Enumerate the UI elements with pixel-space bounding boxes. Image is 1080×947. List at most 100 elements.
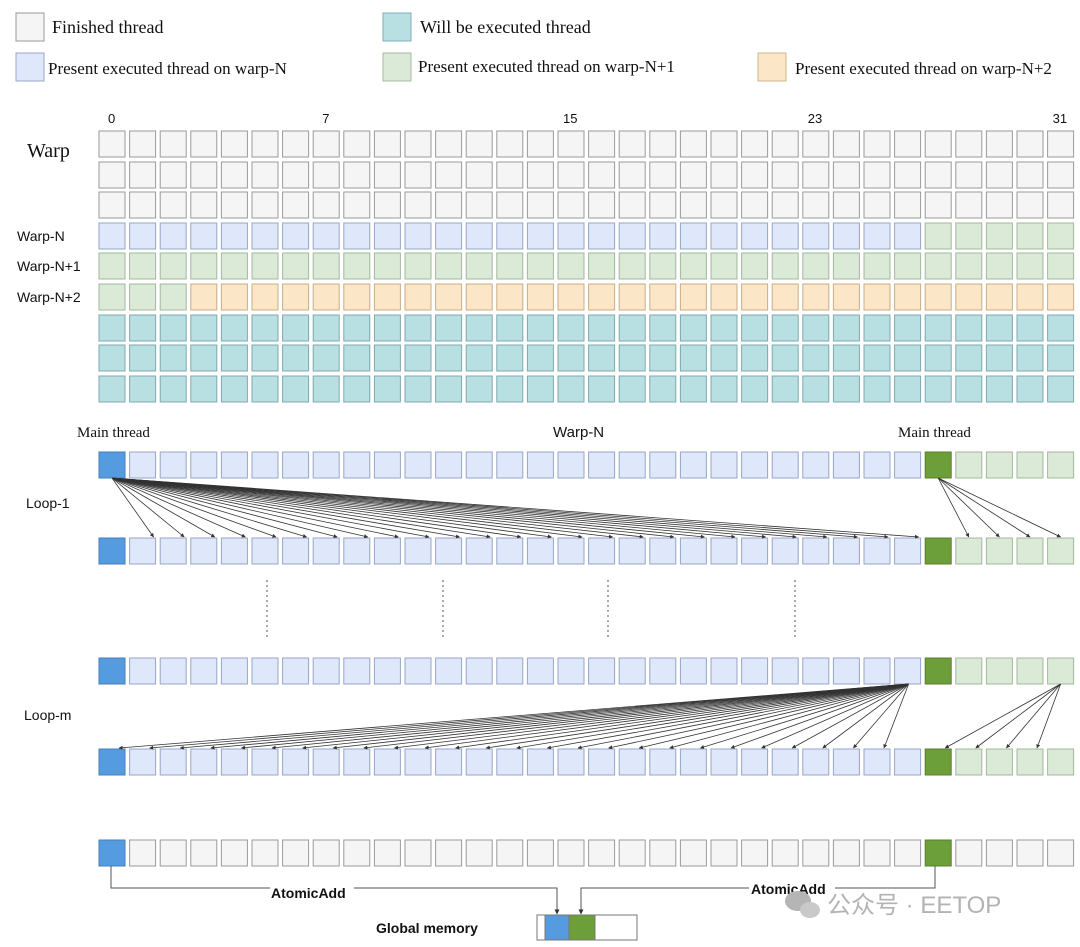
broadcast-arrow: [853, 683, 909, 749]
thread-cell-present-n2: [649, 283, 677, 311]
thread-cell-present-n: [496, 451, 524, 479]
thread-cell-finished: [159, 191, 187, 219]
thread-cell-finished: [129, 130, 157, 158]
thread-cell-finished: [955, 161, 983, 189]
thread-cell-present-n: [496, 537, 524, 565]
atomic-label-left-bg: [270, 884, 354, 902]
thread-cell-finished: [312, 839, 340, 867]
thread-cell-present-n: [649, 657, 677, 685]
thread-cell-will-execute: [190, 344, 218, 372]
broadcast-arrow: [111, 477, 185, 538]
thread-cell-present-n1: [955, 537, 983, 565]
thread-cell-will-execute: [404, 344, 432, 372]
thread-cell-present-n: [159, 657, 187, 685]
thread-cell-finished: [98, 191, 126, 219]
broadcast-arrow: [485, 683, 909, 750]
grid-row: [98, 161, 1075, 189]
thread-cell-will-execute: [802, 375, 830, 403]
index-labels: 0 7 15 23 31: [108, 111, 1067, 126]
thread-cell-present-n2: [618, 283, 646, 311]
thread-cell-will-execute: [649, 375, 677, 403]
thread-cell-present-n2: [404, 283, 432, 311]
thread-cell-present-n1: [588, 252, 616, 280]
thread-cell-present-n: [343, 748, 371, 776]
thread-cell-finished: [985, 191, 1013, 219]
thread-cell-will-execute: [465, 344, 493, 372]
thread-cell-will-execute: [251, 375, 279, 403]
legend-label-finished: Finished thread: [52, 17, 163, 37]
broadcast-arrow: [547, 683, 909, 750]
thread-cell-present-n: [435, 537, 463, 565]
thread-cell-present-n1: [1016, 252, 1044, 280]
thread-cell-present-n1: [190, 252, 218, 280]
thread-cell-present-n: [465, 657, 493, 685]
thread-cell-present-n: [435, 451, 463, 479]
broadcast-arrow: [111, 477, 246, 538]
index-label: 0: [108, 111, 115, 126]
row-label: Warp-N: [17, 228, 65, 244]
thread-cell-present-n: [282, 748, 310, 776]
thread-cell-main-blue: [98, 657, 126, 685]
thread-cell-present-n: [465, 537, 493, 565]
thread-cell-present-n1: [98, 283, 126, 311]
thread-cell-present-n1: [435, 252, 463, 280]
thread-cell-present-n: [312, 657, 340, 685]
thread-cell-present-n: [159, 222, 187, 250]
thread-cell-present-n2: [373, 283, 401, 311]
thread-cell-will-execute: [771, 314, 799, 342]
thread-cell-will-execute: [220, 344, 248, 372]
thread-cell-present-n: [98, 222, 126, 250]
thread-cell-will-execute: [557, 375, 585, 403]
thread-cell-present-n: [618, 451, 646, 479]
thread-cell-present-n1: [618, 252, 646, 280]
thread-cell-main-green: [924, 451, 952, 479]
thread-cell-finished: [465, 161, 493, 189]
thread-cell-finished: [924, 191, 952, 219]
thread-cell-will-execute: [190, 375, 218, 403]
broadcast-arrow: [700, 683, 909, 749]
broadcast-arrow: [210, 683, 909, 750]
thread-cell-will-execute: [220, 314, 248, 342]
thread-cell-present-n: [190, 451, 218, 479]
thread-cell-present-n: [343, 451, 371, 479]
thread-cell-present-n2: [190, 283, 218, 311]
thread-cell-finished: [588, 130, 616, 158]
thread-cell-present-n: [679, 748, 707, 776]
thread-cell-finished: [649, 191, 677, 219]
thread-cell-present-n: [373, 222, 401, 250]
reduction-row: [98, 748, 1075, 776]
thread-cell-will-execute: [526, 314, 554, 342]
broadcast-arrow: [111, 477, 216, 538]
broadcast-arrow: [302, 683, 909, 750]
thread-cell-finished: [312, 130, 340, 158]
thread-cell-finished: [741, 839, 769, 867]
main-thread-left-label: Main thread: [77, 425, 150, 441]
thread-cell-present-n1: [679, 252, 707, 280]
thread-cell-finished: [985, 839, 1013, 867]
thread-cell-present-n2: [679, 283, 707, 311]
thread-cell-finished: [282, 130, 310, 158]
broadcast-arrow: [883, 683, 909, 749]
thread-cell-finished: [1016, 130, 1044, 158]
thread-cell-finished: [190, 839, 218, 867]
thread-cell-present-n: [649, 451, 677, 479]
thread-cell-present-n1: [129, 252, 157, 280]
legend-label-present-n: Present executed thread on warp-N: [48, 59, 287, 78]
thread-cell-present-n2: [220, 283, 248, 311]
thread-cell-present-n1: [1047, 222, 1075, 250]
legend-swatch-present-n: [15, 52, 45, 82]
thread-cell-present-n1: [802, 252, 830, 280]
thread-cell-will-execute: [1047, 314, 1075, 342]
thread-cell-will-execute: [159, 344, 187, 372]
thread-cell-present-n1: [924, 252, 952, 280]
thread-cell-present-n1: [894, 252, 922, 280]
broadcast-arrow: [111, 477, 736, 539]
thread-cell-present-n: [802, 657, 830, 685]
thread-cell-finished: [159, 130, 187, 158]
thread-cell-present-n: [588, 537, 616, 565]
thread-cell-finished: [190, 161, 218, 189]
broadcast-arrow: [937, 477, 1000, 538]
broadcast-arrow: [111, 477, 154, 538]
thread-cell-finished: [373, 130, 401, 158]
thread-cell-present-n1: [557, 252, 585, 280]
